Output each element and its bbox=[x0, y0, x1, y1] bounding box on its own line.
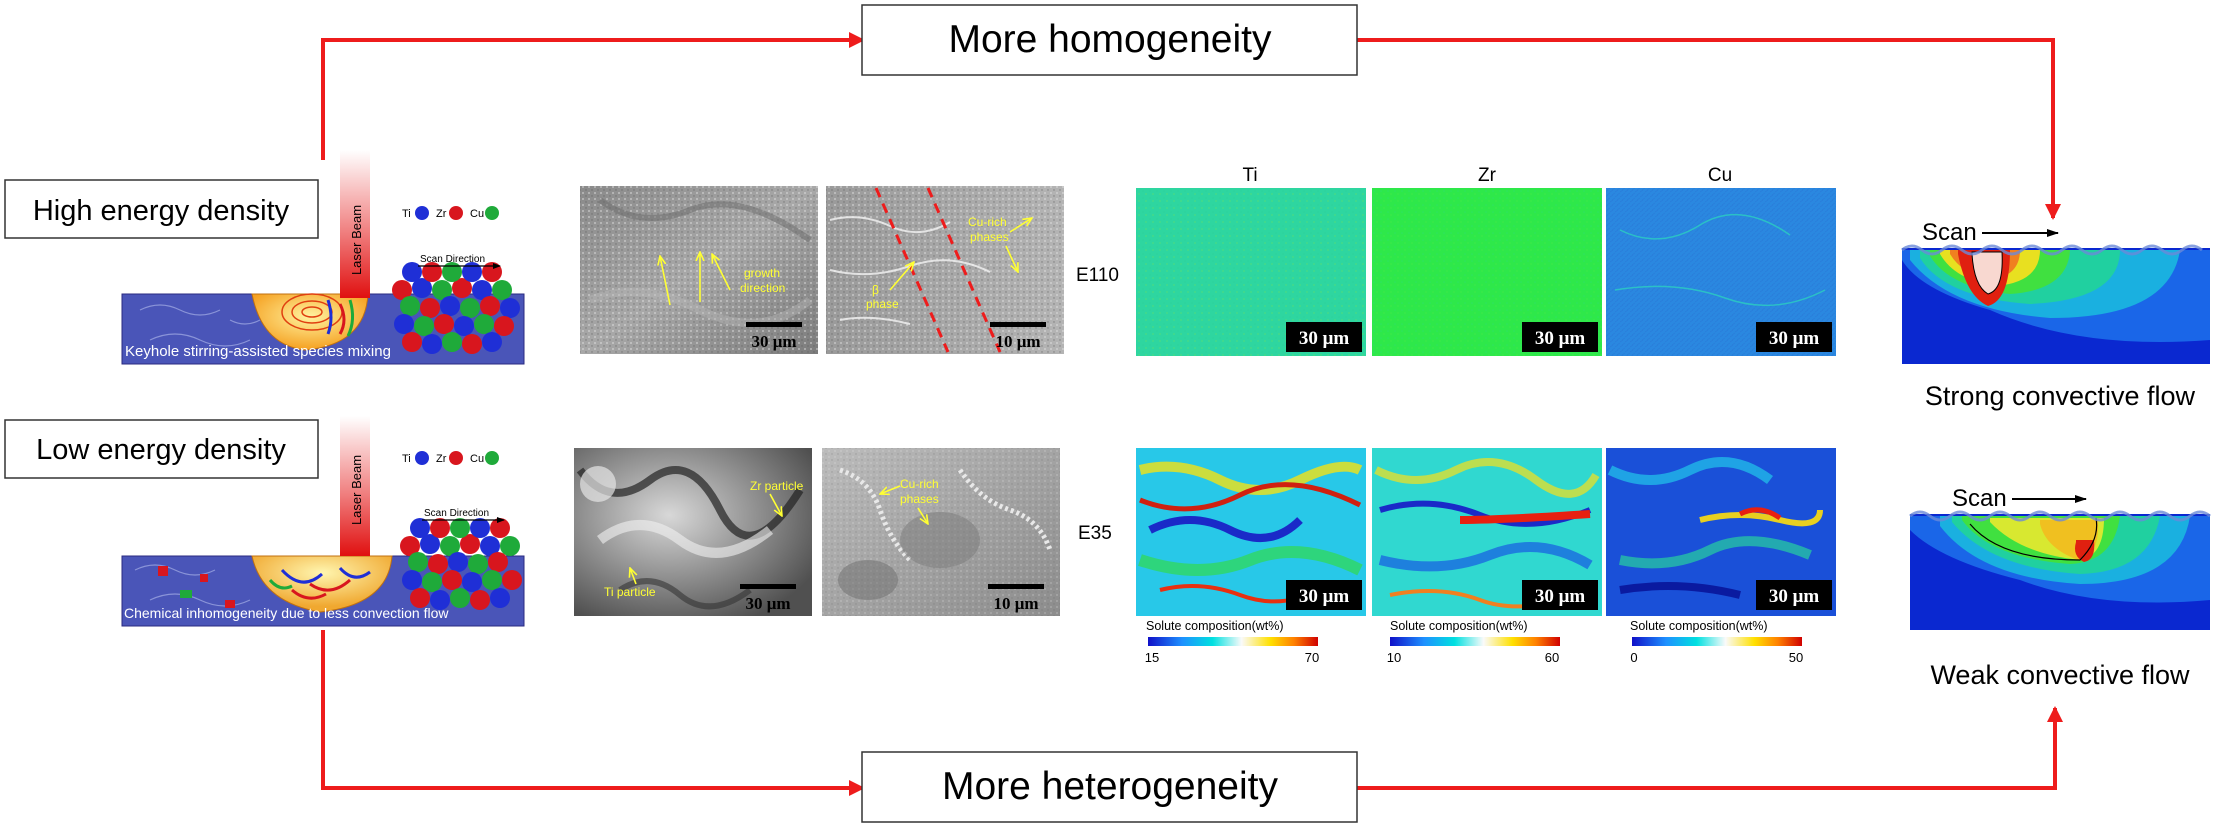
svg-text:30 μm: 30 μm bbox=[1535, 328, 1586, 349]
element-legend-high: Ti Zr Cu bbox=[402, 206, 499, 220]
map-header-zr: Zr bbox=[1478, 165, 1497, 186]
svg-text:Solute composition(wt%): Solute composition(wt%) bbox=[1390, 619, 1528, 633]
scan-direction-label-high: Scan Direction bbox=[420, 254, 485, 265]
top-flow-arrow-right bbox=[1357, 38, 2061, 220]
map-e35-cu: 30 μm bbox=[1606, 448, 1836, 616]
laser-label-low: Laser Beam bbox=[349, 455, 364, 525]
high-energy-box: High energy density bbox=[4, 179, 319, 239]
e35-label: E35 bbox=[1078, 523, 1112, 544]
map-header-cu: Cu bbox=[1708, 165, 1732, 186]
simulation-weak: Scan Weak convective flow bbox=[1909, 485, 2211, 690]
scale-bar-label: 30 μm bbox=[751, 332, 796, 351]
sem-e35-high-mag: Cu-rich phases 10 μm bbox=[822, 448, 1060, 616]
map-header-ti: Ti bbox=[1242, 165, 1257, 186]
map-e110-zr: 30 μm bbox=[1372, 188, 1602, 356]
high-energy-label: High energy density bbox=[33, 195, 290, 227]
map-e110-ti: 30 μm bbox=[1136, 188, 1366, 356]
bottom-flow-arrow-left bbox=[321, 630, 865, 796]
weak-flow-label: Weak convective flow bbox=[1930, 660, 2190, 690]
sem-e110-high-mag: Cu-rich phases β phase 10 μm bbox=[826, 186, 1064, 354]
high-energy-schematic: Laser Beam Ti Zr Cu Scan Direction Keyho… bbox=[121, 150, 525, 365]
svg-text:10 μm: 10 μm bbox=[995, 332, 1040, 351]
low-energy-label: Low energy density bbox=[36, 434, 286, 466]
svg-text:phases: phases bbox=[970, 230, 1009, 244]
melt-pool-low bbox=[251, 555, 393, 613]
melt-pool bbox=[251, 293, 369, 351]
svg-text:phases: phases bbox=[900, 492, 939, 506]
svg-text:Scan: Scan bbox=[1922, 219, 1977, 246]
scan-direction-label-low: Scan Direction bbox=[424, 508, 489, 519]
svg-text:30 μm: 30 μm bbox=[1769, 586, 1820, 607]
top-flow-arrow-left bbox=[321, 32, 865, 160]
svg-text:Scan: Scan bbox=[1952, 485, 2007, 512]
homogeneity-box: More homogeneity bbox=[861, 4, 1358, 76]
svg-text:Ti: Ti bbox=[402, 208, 411, 220]
laser-label-high: Laser Beam bbox=[349, 205, 364, 275]
powder-particles-low bbox=[400, 518, 522, 610]
svg-text:0: 0 bbox=[1630, 650, 1637, 665]
svg-text:10 μm: 10 μm bbox=[993, 594, 1038, 613]
svg-text:Cu: Cu bbox=[470, 208, 484, 220]
svg-text:15: 15 bbox=[1145, 650, 1159, 665]
svg-text:Cu: Cu bbox=[470, 453, 484, 465]
sem-e110-low-mag: growth direction 30 μm bbox=[580, 186, 818, 354]
svg-text:Cu-rich: Cu-rich bbox=[900, 477, 939, 491]
svg-text:direction: direction bbox=[740, 281, 785, 295]
svg-text:Zr: Zr bbox=[436, 208, 447, 220]
svg-text:30 μm: 30 μm bbox=[1299, 328, 1350, 349]
svg-text:Solute composition(wt%): Solute composition(wt%) bbox=[1146, 619, 1284, 633]
low-caption: Chemical inhomogeneity due to less conve… bbox=[124, 605, 449, 621]
map-e35-ti: 30 μm bbox=[1136, 448, 1366, 616]
high-caption: Keyhole stirring-assisted species mixing bbox=[125, 343, 391, 360]
colorbar-ti: Solute composition(wt%) 15 70 bbox=[1145, 619, 1319, 665]
low-energy-schematic: Laser Beam Ti Zr Cu Scan Direction Chemi… bbox=[121, 416, 525, 627]
svg-text:30 μm: 30 μm bbox=[745, 594, 790, 613]
powder-particles-high bbox=[392, 262, 520, 354]
map-e35-zr: 30 μm bbox=[1372, 448, 1602, 616]
svg-text:Ti particle: Ti particle bbox=[604, 585, 656, 599]
svg-text:β: β bbox=[872, 283, 879, 297]
colorbar-cu: Solute composition(wt%) 0 50 bbox=[1630, 619, 1803, 665]
bottom-flow-arrow-right bbox=[1357, 706, 2063, 790]
low-energy-box: Low energy density bbox=[4, 419, 319, 479]
flow-arrows bbox=[321, 32, 2063, 796]
laser-beam-low bbox=[340, 416, 370, 556]
svg-text:growth: growth bbox=[744, 266, 780, 280]
svg-text:Ti: Ti bbox=[402, 453, 411, 465]
svg-text:30 μm: 30 μm bbox=[1535, 586, 1586, 607]
simulation-strong: Scan Strong convective flow bbox=[1901, 219, 2210, 411]
heterogeneity-box: More heterogeneity bbox=[861, 751, 1358, 823]
heterogeneity-label: More heterogeneity bbox=[942, 765, 1279, 808]
strong-flow-label: Strong convective flow bbox=[1925, 381, 2196, 411]
colorbar-zr: Solute composition(wt%) 10 60 bbox=[1387, 619, 1560, 665]
svg-text:Cu-rich: Cu-rich bbox=[968, 215, 1007, 229]
svg-text:70: 70 bbox=[1305, 650, 1319, 665]
svg-text:50: 50 bbox=[1789, 650, 1803, 665]
map-e110-cu: 30 μm bbox=[1606, 188, 1836, 356]
svg-text:Zr particle: Zr particle bbox=[750, 479, 804, 493]
svg-text:10: 10 bbox=[1387, 650, 1401, 665]
element-legend-low: Ti Zr Cu bbox=[402, 451, 499, 465]
svg-text:30 μm: 30 μm bbox=[1299, 586, 1350, 607]
e110-label: E110 bbox=[1076, 265, 1119, 286]
svg-text:60: 60 bbox=[1545, 650, 1559, 665]
svg-text:Solute composition(wt%): Solute composition(wt%) bbox=[1630, 619, 1768, 633]
svg-text:phase: phase bbox=[866, 297, 899, 311]
svg-text:Zr: Zr bbox=[436, 453, 447, 465]
svg-text:30 μm: 30 μm bbox=[1769, 328, 1820, 349]
laser-beam-high bbox=[340, 150, 370, 298]
homogeneity-label: More homogeneity bbox=[948, 18, 1272, 61]
sem-e35-low-mag: Zr particle Ti particle 30 μm bbox=[574, 448, 812, 616]
